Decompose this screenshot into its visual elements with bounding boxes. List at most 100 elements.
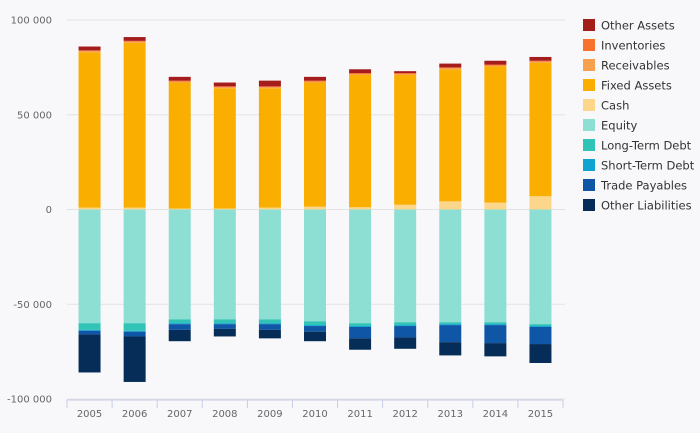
bar-segment[interactable] bbox=[394, 337, 417, 349]
bar-segment[interactable] bbox=[123, 41, 146, 43]
bar-segment[interactable] bbox=[78, 51, 101, 53]
bar-segment[interactable] bbox=[123, 209, 146, 324]
bar-segment[interactable] bbox=[78, 334, 101, 373]
bar-segment[interactable] bbox=[78, 323, 101, 330]
bar-segment[interactable] bbox=[484, 64, 507, 66]
bar-segment[interactable] bbox=[78, 209, 101, 324]
bar-segment[interactable] bbox=[484, 343, 507, 357]
bar-segment[interactable] bbox=[258, 80, 281, 87]
bar-segment[interactable] bbox=[349, 323, 372, 327]
bar-segment[interactable] bbox=[484, 324, 507, 326]
bar-segment[interactable] bbox=[78, 330, 101, 335]
bar-segment[interactable] bbox=[439, 69, 462, 202]
bar-segment[interactable] bbox=[484, 65, 507, 67]
bar-segment[interactable] bbox=[168, 329, 191, 342]
bar-segment[interactable] bbox=[349, 209, 372, 324]
bar-segment[interactable] bbox=[213, 88, 236, 209]
bar-segment[interactable] bbox=[168, 323, 191, 325]
bar-segment[interactable] bbox=[123, 331, 146, 337]
bar-segment[interactable] bbox=[168, 319, 191, 324]
bar-segment[interactable] bbox=[349, 338, 372, 350]
bar-segment[interactable] bbox=[258, 88, 281, 208]
bar-segment[interactable] bbox=[168, 209, 191, 320]
bar-segment[interactable] bbox=[484, 60, 507, 65]
bar-segment[interactable] bbox=[78, 52, 101, 208]
bar-segment[interactable] bbox=[213, 319, 236, 324]
bar-segment[interactable] bbox=[168, 82, 191, 209]
bar-segment[interactable] bbox=[484, 202, 507, 210]
bar-segment[interactable] bbox=[213, 209, 236, 320]
bar-segment[interactable] bbox=[213, 324, 236, 329]
bar-segment[interactable] bbox=[168, 76, 191, 81]
bar-segment[interactable] bbox=[78, 207, 101, 210]
bar-segment[interactable] bbox=[123, 323, 146, 331]
bar-segment[interactable] bbox=[213, 323, 236, 325]
bar-segment[interactable] bbox=[394, 326, 417, 338]
bar-segment[interactable] bbox=[484, 325, 507, 344]
bar-segment[interactable] bbox=[304, 331, 326, 342]
legend-item[interactable]: Trade Payables bbox=[583, 179, 687, 193]
bar-segment[interactable] bbox=[258, 323, 281, 325]
bar-segment[interactable] bbox=[258, 86, 281, 88]
bar-segment[interactable] bbox=[349, 74, 372, 208]
legend-item[interactable]: Receivables bbox=[583, 59, 670, 73]
bar-segment[interactable] bbox=[213, 328, 236, 337]
bar-segment[interactable] bbox=[349, 74, 372, 75]
bar-segment[interactable] bbox=[484, 209, 507, 323]
legend-item[interactable]: Other Liabilities bbox=[583, 199, 692, 213]
bar-segment[interactable] bbox=[213, 86, 236, 88]
bar-segment[interactable] bbox=[304, 81, 326, 83]
bar-segment[interactable] bbox=[258, 329, 281, 339]
bar-segment[interactable] bbox=[258, 87, 281, 89]
bar-segment[interactable] bbox=[304, 76, 326, 81]
bar-segment[interactable] bbox=[123, 330, 146, 332]
bar-segment[interactable] bbox=[168, 208, 191, 210]
bar-segment[interactable] bbox=[529, 61, 552, 63]
legend-item[interactable]: Other Assets bbox=[583, 19, 675, 33]
bar-segment[interactable] bbox=[484, 66, 507, 203]
legend-item[interactable]: Equity bbox=[583, 119, 638, 133]
bar-segment[interactable] bbox=[439, 322, 462, 325]
legend-item[interactable]: Long-Term Debt bbox=[583, 139, 692, 153]
bar-segment[interactable] bbox=[168, 81, 191, 83]
bar-segment[interactable] bbox=[123, 207, 146, 210]
legend-item[interactable]: Inventories bbox=[583, 39, 665, 53]
legend-item[interactable]: Short-Term Debt bbox=[583, 159, 695, 173]
bar-segment[interactable] bbox=[439, 68, 462, 70]
bar-segment[interactable] bbox=[529, 326, 552, 345]
bar-segment[interactable] bbox=[349, 207, 372, 210]
bar-segment[interactable] bbox=[304, 321, 326, 326]
bar-segment[interactable] bbox=[168, 324, 191, 330]
bar-segment[interactable] bbox=[394, 74, 417, 75]
bar-segment[interactable] bbox=[394, 322, 417, 326]
bar-segment[interactable] bbox=[439, 201, 462, 210]
bar-segment[interactable] bbox=[349, 73, 372, 75]
bar-segment[interactable] bbox=[123, 42, 146, 208]
bar-segment[interactable] bbox=[439, 324, 462, 326]
bar-segment[interactable] bbox=[439, 209, 462, 323]
bar-segment[interactable] bbox=[394, 71, 417, 74]
bar-segment[interactable] bbox=[258, 319, 281, 324]
bar-segment[interactable] bbox=[529, 60, 552, 62]
bar-segment[interactable] bbox=[123, 40, 146, 42]
bar-segment[interactable] bbox=[439, 342, 462, 356]
bar-segment[interactable] bbox=[304, 325, 326, 327]
bar-segment[interactable] bbox=[529, 209, 552, 325]
bar-segment[interactable] bbox=[304, 80, 326, 82]
bar-segment[interactable] bbox=[349, 69, 372, 74]
bar-segment[interactable] bbox=[304, 206, 326, 210]
bar-segment[interactable] bbox=[349, 326, 372, 327]
bar-segment[interactable] bbox=[168, 80, 191, 82]
bar-segment[interactable] bbox=[304, 209, 326, 322]
bar-segment[interactable] bbox=[304, 326, 326, 332]
bar-segment[interactable] bbox=[78, 50, 101, 52]
bar-segment[interactable] bbox=[394, 74, 417, 205]
bar-segment[interactable] bbox=[258, 209, 281, 320]
bar-segment[interactable] bbox=[349, 326, 372, 339]
bar-segment[interactable] bbox=[123, 336, 146, 382]
legend-item[interactable]: Fixed Assets bbox=[583, 79, 672, 93]
bar-segment[interactable] bbox=[123, 37, 146, 41]
bar-segment[interactable] bbox=[529, 56, 552, 61]
bar-segment[interactable] bbox=[394, 209, 417, 323]
bar-segment[interactable] bbox=[529, 62, 552, 197]
